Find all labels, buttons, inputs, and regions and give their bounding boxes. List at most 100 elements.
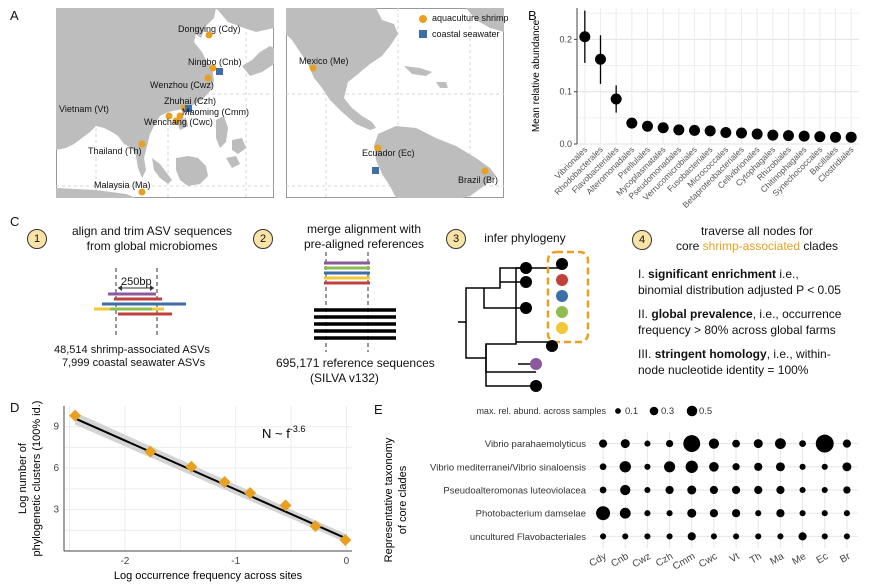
chart-e-ytick-label: Vibrio parahaemolyticus	[485, 439, 586, 450]
site-marker-cnb	[209, 64, 217, 72]
chart-e-bubble	[619, 507, 631, 519]
chart-e-xtick-label: Ma	[768, 551, 786, 568]
chart-d-point	[185, 460, 198, 473]
chart-e-bubble	[815, 434, 834, 453]
chart-d-point	[69, 409, 82, 422]
criterion-3: III. stringent homology, i.e., within- n…	[638, 347, 831, 377]
tree-tip-yellow	[556, 322, 568, 334]
asia-markers	[138, 31, 223, 196]
chart-e-xtick-label: Vt	[728, 551, 742, 565]
step-3-title: infer phylogeny	[484, 231, 566, 245]
site-marker-vt	[165, 112, 173, 120]
core-clade-bubble-chart: Vibrio parahaemolyticus Vibrio mediterran…	[383, 405, 858, 573]
chart-e-bubble	[775, 438, 786, 450]
chart-b-point	[704, 125, 716, 137]
chart-e-bubble	[733, 533, 740, 540]
chart-b-plot-area	[577, 8, 859, 144]
chart-b-point	[673, 124, 685, 136]
chart-d-annotation-exponent: -3.6	[290, 424, 306, 434]
chart-d-xtick-label: 0	[344, 556, 350, 567]
chart-e-xtick-label: Cwz	[631, 551, 653, 570]
chart-e-bubble	[598, 439, 608, 448]
site-label-ma: Malaysia (Ma)	[94, 180, 151, 190]
occurrence-frequency-chart: 3 6 9 -2 -1 0 Log occurrence frequency across …	[17, 401, 352, 582]
chart-d-point	[339, 533, 352, 546]
chart-e-bubble	[821, 486, 828, 494]
chart-e-bubble	[644, 440, 651, 447]
chart-d-point	[144, 445, 157, 458]
chart-d-ytick-label: 9	[53, 422, 59, 433]
chart-b-point	[689, 124, 700, 136]
chart-e-bubble	[687, 532, 696, 541]
chart-e-bubble	[755, 533, 762, 540]
legend-seawater-icon	[419, 30, 427, 38]
legend-shrimp-label: aquaculture shrimp	[432, 13, 509, 23]
tree-tip-purple	[530, 358, 542, 370]
chart-e-xtick-label: Cwc	[697, 551, 719, 570]
chart-e-bubble	[709, 461, 719, 472]
site-marker-czh-seawater	[185, 105, 192, 112]
asv-count-seawater: 7,999 coastal seawater ASVs	[62, 357, 206, 369]
chart-e-bubble	[709, 509, 719, 518]
site-marker-cwz	[204, 74, 212, 82]
chart-e-bubble	[732, 439, 740, 448]
tree-tip-black-1	[520, 262, 532, 274]
step-3-badge: 3	[446, 229, 466, 249]
site-marker-ma	[138, 188, 146, 196]
chart-b-point	[626, 117, 638, 129]
chart-d-xtick-label: -2	[120, 556, 129, 567]
chart-d-point	[279, 499, 292, 512]
chart-e-ytick-label: Vibrio mediterranei/Vibrio sinaloensis	[430, 462, 586, 473]
legend-shrimp-icon	[419, 15, 427, 23]
tree-tip-black-2	[520, 276, 532, 288]
chart-e-bubble	[644, 533, 651, 540]
chart-e-bubble	[687, 508, 697, 518]
chart-b-point	[579, 31, 591, 43]
chart-e-bubble	[799, 463, 806, 470]
site-marker-ec-seawater	[372, 167, 379, 174]
chart-e-bubble	[842, 439, 852, 448]
chart-e-bubble	[777, 533, 784, 540]
chart-e-bubble	[687, 485, 697, 495]
chart-b-point	[657, 122, 669, 134]
site-marker-th	[138, 140, 146, 148]
chart-d-ylabel-line2: phylogenetic clusters (100% id.)	[31, 401, 43, 557]
chart-e-bubble	[708, 438, 720, 449]
chart-e-bubble	[644, 486, 651, 494]
chart-d-ylabel-line1: Log number of	[17, 442, 29, 514]
chart-e-ytick-label: Photobacterium damselae	[476, 509, 586, 520]
site-label-ec: Ecuador (Ec)	[362, 148, 415, 158]
chart-b-point	[814, 131, 826, 143]
chart-e-xtick-label: Th	[748, 551, 764, 566]
chart-b-point	[767, 129, 779, 141]
tree-tip-black-5	[530, 380, 542, 392]
chart-e-xtick-label: Br	[838, 551, 853, 566]
chart-b-ytick-label: 0.0	[559, 139, 572, 149]
chart-b-point	[736, 127, 747, 139]
site-label-cdy: Dongying (Cdy)	[178, 24, 241, 34]
chart-e-bubble	[665, 439, 674, 448]
site-label-th: Thailand (Th)	[88, 146, 142, 156]
chart-b-ytick-label: 0.1	[559, 87, 572, 97]
chart-b-point	[610, 93, 622, 105]
panel-c-letter: C	[10, 214, 20, 229]
criterion-2: II. global prevalence, i.e., occurrence …	[638, 307, 842, 337]
chart-e-bubble	[821, 510, 828, 517]
chart-e-bubble	[664, 461, 676, 473]
chart-d-fit-line	[74, 417, 347, 540]
chart-e-bubble	[666, 510, 673, 517]
chart-e-bubble	[685, 460, 698, 473]
chart-d-ytick-label: 6	[53, 463, 59, 474]
chart-d-point	[244, 487, 257, 499]
chart-e-bubble	[821, 533, 828, 540]
step-2-badge: 2	[253, 229, 273, 249]
site-label-cwz: Wenzhou (Cwz)	[150, 80, 214, 90]
chart-e-ytick-label: uncultured Flavobacteriales	[470, 532, 586, 543]
chart-d-point	[309, 520, 322, 533]
chart-b-point	[642, 120, 653, 132]
chart-e-bubble	[842, 462, 852, 472]
chart-e-bubble	[622, 533, 629, 540]
chart-e-bubble	[753, 439, 763, 449]
chart-e-xtick-label: Cdy	[588, 551, 609, 569]
